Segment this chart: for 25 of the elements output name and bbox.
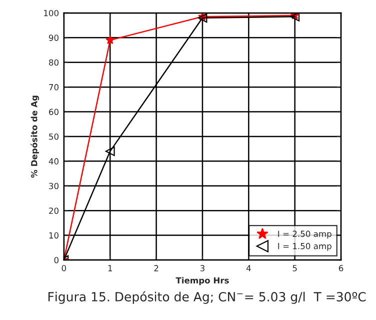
y-tick-label: 0 xyxy=(54,256,59,264)
x-tick-label: 3 xyxy=(200,265,204,272)
y-tick-label: 80 xyxy=(49,59,59,66)
legend-label: I = 2.50 amp xyxy=(278,230,332,239)
y-tick-label: 70 xyxy=(49,84,59,90)
y-tick-label: 10 xyxy=(49,232,59,239)
y-tick-label: 20 xyxy=(49,208,59,214)
legend-label: I = 1.50 amp xyxy=(278,242,332,251)
text: Figura 15. Depósito de Ag; CN$^{−}$= 5.03 g/l T =30ºC xyxy=(48,291,366,304)
point xyxy=(106,35,115,44)
x-tick-label: 4 xyxy=(246,265,251,272)
y-tick-label: 100 xyxy=(44,10,59,16)
y-tick-label: 40 xyxy=(48,158,59,164)
y-tick-label: 30 xyxy=(49,182,59,190)
x-tick-label: 0 xyxy=(62,265,66,272)
x-tick-label: 1 xyxy=(108,265,112,272)
y-tick-label: 90 xyxy=(48,34,59,41)
x-axis-title: Tiempo Hrs xyxy=(176,277,229,286)
x-tick-label: 2 xyxy=(154,265,158,272)
y-tick-label: 60 xyxy=(49,108,59,116)
x-tick-label: 6 xyxy=(338,265,344,272)
y-axis-title: % Depósito de Ag xyxy=(30,96,39,178)
point xyxy=(105,146,115,156)
y-tick-label: 50 xyxy=(49,133,59,140)
x-tick-label: 5 xyxy=(292,265,297,272)
